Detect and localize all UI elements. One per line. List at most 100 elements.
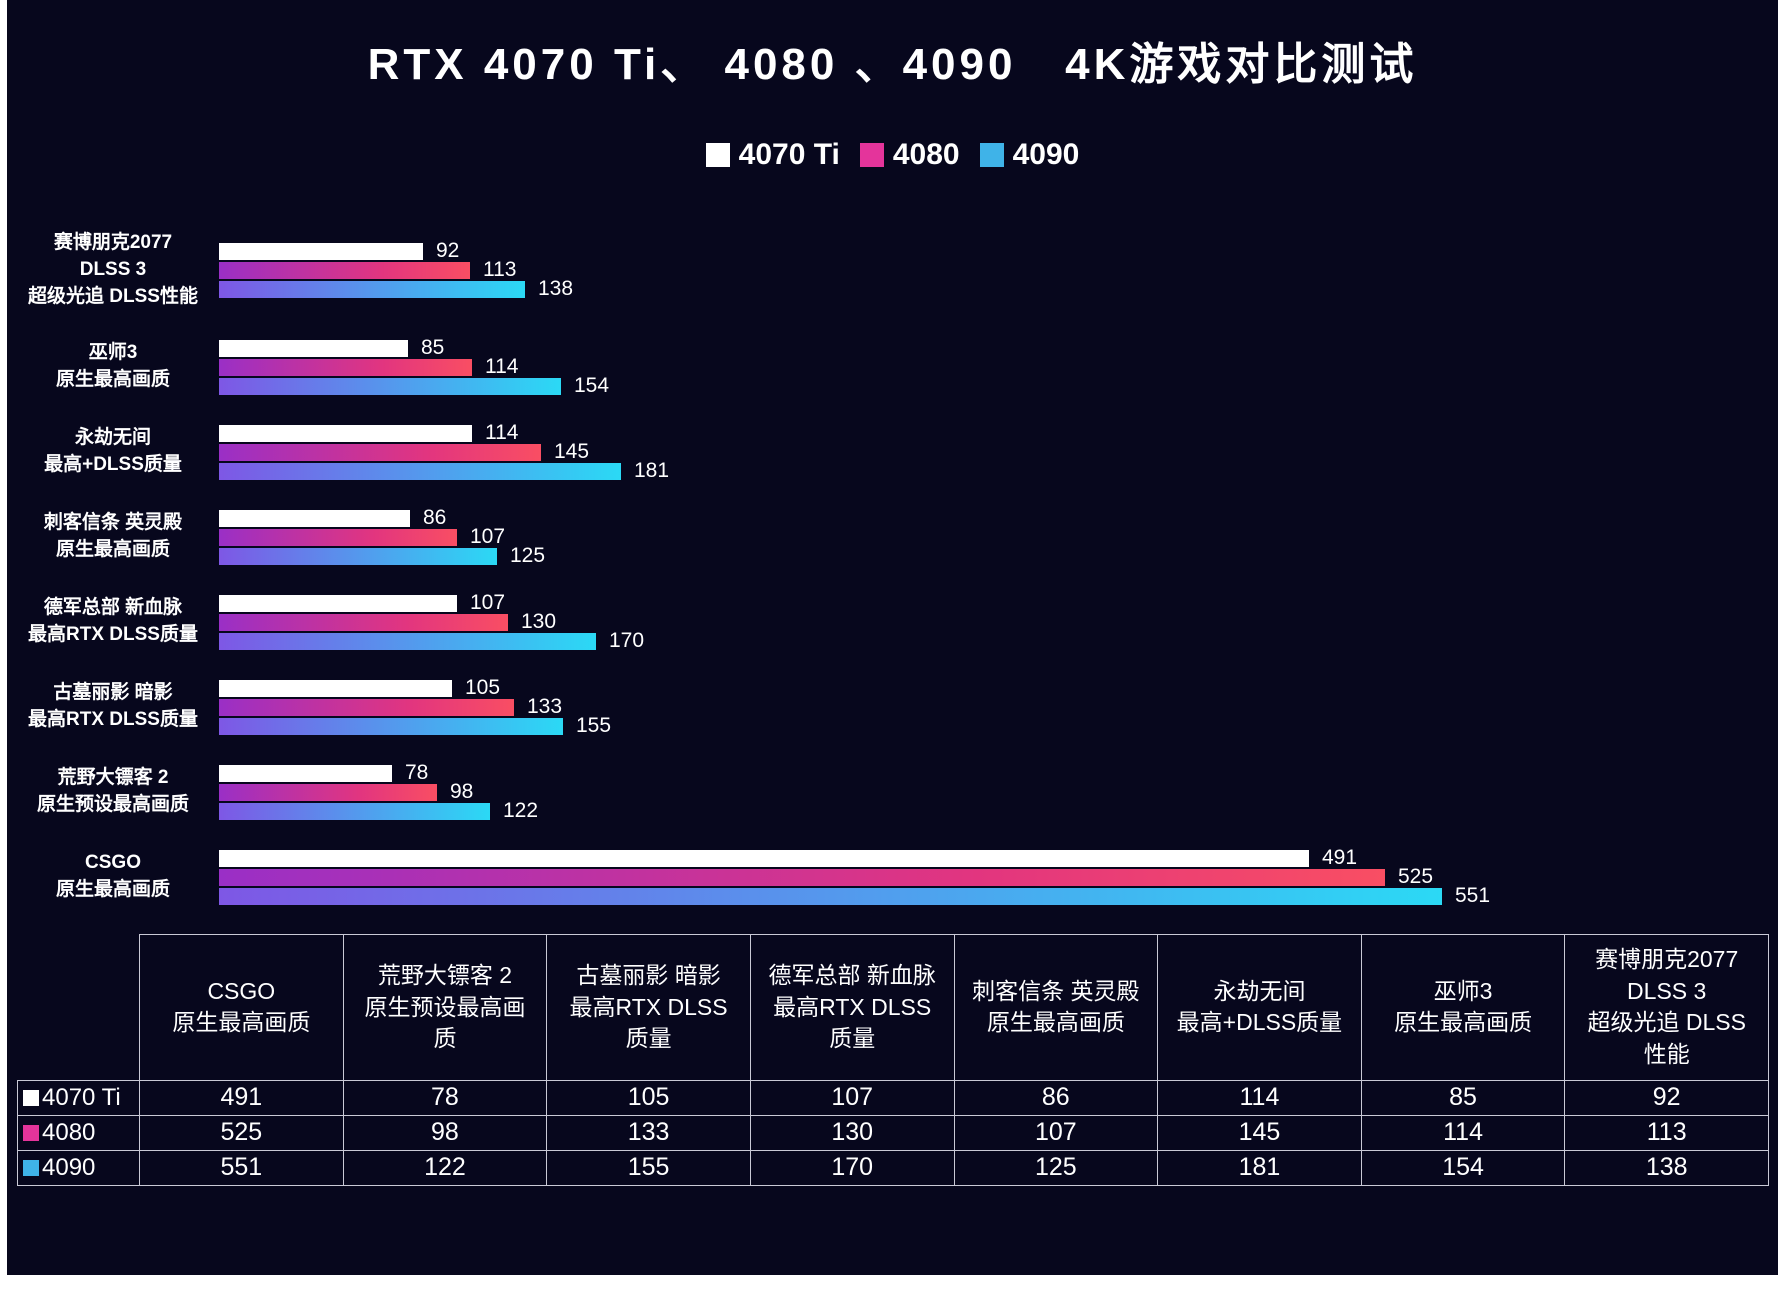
category-label-line: 荒野大镖客 2 [57,767,169,789]
table-header-cell: 永劫无间最高+DLSS质量 [1157,933,1362,1081]
bar-value: 551 [1455,884,1491,908]
value-cell: 105 [546,1079,751,1116]
category-label-line: 原生最高画质 [55,539,170,561]
table-header-line: 质 [433,1025,457,1052]
bar-value: 105 [465,676,501,700]
table-header-cell: 荒野大镖客 2 原生预设最高画质 [342,933,548,1081]
category-label: 赛博朋克2077 DLSS 3 超级光追 DLSS性能 [7,230,219,311]
bar-row: 92 [219,239,1778,262]
bar-group: 荒野大镖客 2 原生预设最高画质 78 98 122 [7,761,1778,823]
bar-4090 [219,802,490,820]
value-cell: 133 [546,1114,751,1151]
table-header-line: 巫师3 [1433,977,1493,1004]
bar-4070ti [219,339,408,357]
table-header-line: 最高RTX DLSS [773,993,932,1020]
row-label-cell: 4080 [17,1114,140,1151]
bar-value: 114 [485,355,519,379]
bar-value: 113 [483,258,517,282]
table-header-cell: 古墓丽影 暗影 最高RTX DLSS 质量 [546,933,751,1081]
row-label-text: 4090 [42,1153,96,1181]
bar-value: 491 [1322,846,1358,870]
table-header-line: 性能 [1643,1041,1690,1068]
bar-4070ti [219,679,452,697]
table-header-line: 德军总部 新血脉 [768,961,936,988]
table-header-cell: 德军总部 新血脉 最高RTX DLSS 质量 [749,933,955,1081]
bar-value: 122 [503,799,539,823]
table-row: 4070 Ti 491 78 105 107 86 114 85 92 [17,1079,1769,1116]
table-header-line: 最高+DLSS质量 [1176,1009,1343,1036]
bar-row: 145 [219,440,1778,464]
category-label: 刺客信条 英灵殿 原生最高画质 [7,510,219,564]
value-cell: 155 [546,1149,751,1186]
bar-4070ti [219,242,423,260]
bar-4090 [219,280,525,298]
table-header-line: 刺客信条 英灵殿 [972,977,1140,1004]
bar-row: 114 [219,355,1778,379]
results-table: CSGO 原生最高画质 荒野大镖客 2 原生预设最高画质 古墓丽影 暗影 最高RTX DL… [17,933,1769,1186]
bar-value: 98 [450,780,474,804]
table-header-line: 超级光追 DLSS [1587,1009,1746,1036]
bar-row: 181 [219,459,1778,482]
bar-row: 133 [219,695,1778,719]
bar-4080 [219,261,470,279]
bar-row: 122 [219,799,1778,823]
table-header-line: CSGO [207,977,276,1004]
row-label-cell: 4090 [17,1149,140,1186]
bar-row: 130 [219,610,1778,633]
bar-value: 86 [423,506,447,530]
table-header-line: 永劫无间 [1213,977,1306,1004]
bar-value: 145 [554,440,590,464]
bar-value: 133 [527,695,563,719]
table-header-line: 质量 [625,1025,672,1052]
category-label-line: 刺客信条 英灵殿 [43,512,183,534]
value-cell: 98 [342,1114,548,1151]
table-header-cell: 巫师3 原生最高画质 [1360,933,1566,1081]
category-label-line: 古墓丽影 暗影 [53,682,173,704]
bar-row: 138 [219,277,1778,300]
value-cell: 92 [1564,1079,1769,1116]
category-label: 巫师3 原生最高画质 [7,340,219,394]
value-cell: 125 [953,1149,1159,1186]
value-cell: 525 [139,1114,344,1151]
bar-4080 [219,528,457,546]
bar-stack: 92 113 138 [219,239,1778,300]
bar-4090 [219,717,563,735]
bar-4070ti [219,424,472,442]
category-label: 永劫无间 最高+DLSS质量 [7,425,219,479]
legend-item-4070ti: 4070 Ti [705,138,840,172]
legend-swatch-4090 [979,143,1004,167]
value-cell: 181 [1157,1149,1362,1186]
bar-4080 [219,783,437,801]
bar-group: 古墓丽影 暗影最高RTX DLSS质量 105 133 155 [7,676,1778,737]
bar-stack: 85 114 154 [219,336,1778,397]
bar-row: 155 [219,714,1778,737]
table-header-cell: CSGO 原生最高画质 [139,933,344,1081]
bar-4080 [219,698,514,716]
chart-title: RTX 4070 Ti、 4080 、4090 4K游戏对比测试 [367,40,1418,89]
bar-chart: 赛博朋克2077 DLSS 3 超级光追 DLSS性能 92 113 138 巫师3 原生最高… [7,230,1778,908]
bar-row: 551 [219,884,1778,908]
bar-row: 125 [219,544,1778,567]
category-label-line: 巫师3 [88,342,138,364]
table-header-line: 原生最高画质 [172,1009,311,1036]
value-cell: 145 [1157,1114,1362,1151]
value-cell: 551 [139,1149,344,1186]
category-label-line: 最高RTX DLSS质量 [28,709,198,731]
value-cell: 122 [342,1149,548,1186]
value-cell: 138 [1564,1149,1769,1186]
bar-row: 113 [219,258,1778,282]
category-label-line: 原生最高画质 [55,369,170,391]
bar-stack: 114 145 181 [219,421,1778,482]
table-header-row: CSGO 原生最高画质 荒野大镖客 2 原生预设最高画质 古墓丽影 暗影 最高RTX DL… [18,933,1769,1081]
bar-row: 107 [219,525,1778,548]
bar-value: 85 [421,336,445,360]
table-row: 4090 551 122 155 170 125 181 154 138 [17,1149,1769,1186]
bar-value: 107 [470,591,506,615]
value-cell: 85 [1360,1079,1566,1116]
bar-value: 525 [1398,865,1434,889]
bar-row: 114 [219,421,1778,444]
bar-row: 85 [219,336,1778,360]
row-label-text: 4080 [42,1118,96,1146]
bar-value: 170 [609,629,645,653]
category-label-line: DLSS 3 [79,258,147,280]
